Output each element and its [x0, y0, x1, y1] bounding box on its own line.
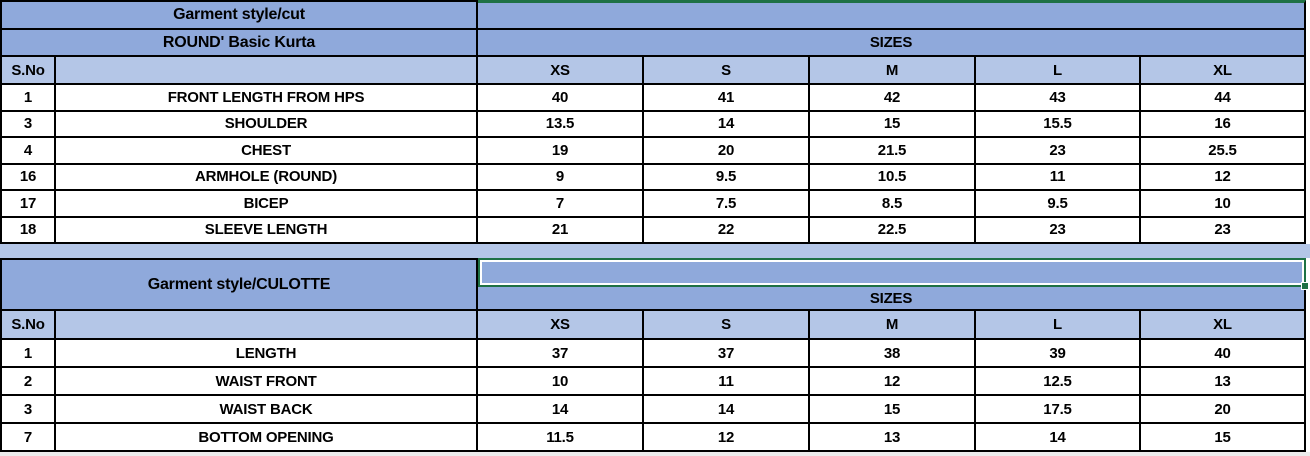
cell-sno[interactable]: 3: [0, 111, 56, 138]
cell-size-value[interactable]: 39: [976, 340, 1141, 368]
cell-garment-style-culotte[interactable]: Garment style/CULOTTE: [0, 258, 478, 311]
cell-size-value[interactable]: 40: [478, 85, 644, 112]
cell-size-value[interactable]: 11: [976, 164, 1141, 191]
col-header-xl[interactable]: XL: [1141, 57, 1306, 85]
cell-sno[interactable]: 18: [0, 217, 56, 244]
cell-measure-name[interactable]: SHOULDER: [56, 111, 478, 138]
cell-size-value[interactable]: 25.5: [1141, 138, 1306, 165]
cell-sno[interactable]: 17: [0, 191, 56, 218]
col-header-s-2[interactable]: S: [644, 311, 810, 340]
cell-size-value[interactable]: 23: [976, 217, 1141, 244]
cell-sno[interactable]: 16: [0, 164, 56, 191]
cell-size-value[interactable]: 10.5: [810, 164, 976, 191]
cell-measure-name[interactable]: WAIST BACK: [56, 396, 478, 424]
cell-size-value[interactable]: 37: [644, 340, 810, 368]
cell-top-right-blank[interactable]: [478, 0, 1306, 30]
cell-size-value[interactable]: 9.5: [976, 191, 1141, 218]
row-gap-strip[interactable]: [0, 244, 1310, 258]
cell-size-value[interactable]: 40: [1141, 340, 1306, 368]
cell-sizes-header-2[interactable]: SIZES: [478, 287, 1306, 311]
cell-size-value[interactable]: 22: [644, 217, 810, 244]
cell-size-value[interactable]: 14: [644, 396, 810, 424]
cell-size-value[interactable]: 7: [478, 191, 644, 218]
cell-measure-name[interactable]: ARMHOLE (ROUND): [56, 164, 478, 191]
cell-size-value[interactable]: 20: [644, 138, 810, 165]
cell-measure-header-blank-2[interactable]: [56, 311, 478, 340]
culotte-size-table: Garment style/CULOTTE SIZES S.No XS S M …: [0, 258, 1309, 452]
cell-sno[interactable]: 1: [0, 340, 56, 368]
cell-size-value[interactable]: 43: [976, 85, 1141, 112]
col-header-l-2[interactable]: L: [976, 311, 1141, 340]
cell-measure-name[interactable]: CHEST: [56, 138, 478, 165]
cell-size-value[interactable]: 15.5: [976, 111, 1141, 138]
cell-sno-header-2[interactable]: S.No: [0, 311, 56, 340]
cell-style-name[interactable]: ROUND' Basic Kurta: [0, 30, 478, 57]
cell-size-value[interactable]: 23: [1141, 217, 1306, 244]
cell-size-value[interactable]: 12: [644, 424, 810, 452]
cell-measure-name[interactable]: BICEP: [56, 191, 478, 218]
col-header-xl-2[interactable]: XL: [1141, 311, 1306, 340]
cell-sizes-header[interactable]: SIZES: [478, 30, 1306, 57]
cell-size-value[interactable]: 37: [478, 340, 644, 368]
cell-size-value[interactable]: 12: [810, 368, 976, 396]
cell-size-value[interactable]: 13.5: [478, 111, 644, 138]
col-header-m-2[interactable]: M: [810, 311, 976, 340]
col-header-m[interactable]: M: [810, 57, 976, 85]
cell-sno[interactable]: 4: [0, 138, 56, 165]
cell-size-value[interactable]: 14: [644, 111, 810, 138]
cell-size-value[interactable]: 22.5: [810, 217, 976, 244]
cell-garment-style-cut[interactable]: Garment style/cut: [0, 0, 478, 30]
cell-sno-header[interactable]: S.No: [0, 57, 56, 85]
cell-size-value[interactable]: 10: [1141, 191, 1306, 218]
cell-size-value[interactable]: 12.5: [976, 368, 1141, 396]
cell-sno[interactable]: 1: [0, 85, 56, 112]
cell-sno[interactable]: 3: [0, 396, 56, 424]
cell-measure-name[interactable]: LENGTH: [56, 340, 478, 368]
cell-size-value[interactable]: 9.5: [644, 164, 810, 191]
col-header-xs-2[interactable]: XS: [478, 311, 644, 340]
cell-size-value[interactable]: 13: [1141, 368, 1306, 396]
selected-cell[interactable]: [478, 258, 1309, 290]
cell-size-value[interactable]: 23: [976, 138, 1141, 165]
cell-size-value[interactable]: 14: [976, 424, 1141, 452]
cell-size-value[interactable]: 15: [1141, 424, 1306, 452]
kurta-size-table: Garment style/cut ROUND' Basic Kurta SIZ…: [0, 0, 1306, 244]
cell-measure-header-blank[interactable]: [56, 57, 478, 85]
cell-measure-name[interactable]: SLEEVE LENGTH: [56, 217, 478, 244]
cell-sno[interactable]: 2: [0, 368, 56, 396]
cell-size-value[interactable]: 21.5: [810, 138, 976, 165]
cell-size-value[interactable]: 15: [810, 111, 976, 138]
cell-size-value[interactable]: 7.5: [644, 191, 810, 218]
cell-size-value[interactable]: 44: [1141, 85, 1306, 112]
cell-size-value[interactable]: 17.5: [976, 396, 1141, 424]
cell-size-value[interactable]: 14: [478, 396, 644, 424]
cell-size-value[interactable]: 13: [810, 424, 976, 452]
fill-handle[interactable]: [1301, 282, 1309, 290]
cell-size-value[interactable]: 20: [1141, 396, 1306, 424]
cell-size-value[interactable]: 42: [810, 85, 976, 112]
cell-size-value[interactable]: 38: [810, 340, 976, 368]
cell-size-value[interactable]: 16: [1141, 111, 1306, 138]
cell-size-value[interactable]: 41: [644, 85, 810, 112]
cell-size-value[interactable]: 11.5: [478, 424, 644, 452]
cell-size-value[interactable]: 10: [478, 368, 644, 396]
cell-size-value[interactable]: 8.5: [810, 191, 976, 218]
cell-size-value[interactable]: 9: [478, 164, 644, 191]
cell-measure-name[interactable]: FRONT LENGTH FROM HPS: [56, 85, 478, 112]
col-header-l[interactable]: L: [976, 57, 1141, 85]
cell-size-value[interactable]: 19: [478, 138, 644, 165]
cell-size-value[interactable]: 21: [478, 217, 644, 244]
cell-size-value[interactable]: 15: [810, 396, 976, 424]
cell-size-value[interactable]: 12: [1141, 164, 1306, 191]
cell-measure-name[interactable]: WAIST FRONT: [56, 368, 478, 396]
col-header-s[interactable]: S: [644, 57, 810, 85]
cell-measure-name[interactable]: BOTTOM OPENING: [56, 424, 478, 452]
col-header-xs[interactable]: XS: [478, 57, 644, 85]
next-row-sliver: [0, 452, 1310, 456]
cell-size-value[interactable]: 11: [644, 368, 810, 396]
cell-sno[interactable]: 7: [0, 424, 56, 452]
